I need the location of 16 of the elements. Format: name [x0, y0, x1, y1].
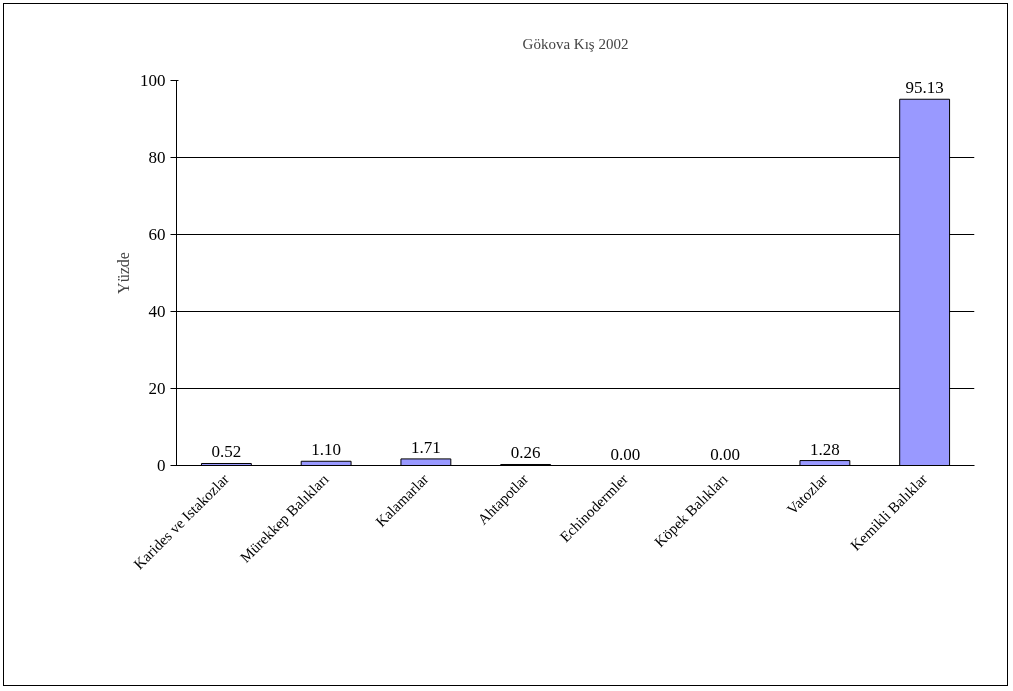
data-label: 0.00 — [610, 444, 641, 464]
y-tick-label: 40 — [148, 302, 166, 321]
data-label: 0.26 — [510, 443, 541, 463]
data-label: 1.10 — [311, 440, 341, 460]
y-tick-label: 60 — [148, 225, 166, 244]
y-tick-label: 20 — [148, 379, 166, 398]
data-label: 0.52 — [211, 442, 242, 462]
data-label: 95.13 — [905, 78, 944, 98]
data-label: 0.00 — [710, 444, 740, 464]
data-label: 1.28 — [810, 439, 840, 459]
chart-title: Gökova Kış 2002 — [522, 35, 629, 52]
y-tick-label: 0 — [157, 456, 166, 475]
y-tick-label: 100 — [140, 71, 166, 90]
data-label: 1.71 — [411, 437, 441, 457]
y-tick-label: 80 — [148, 148, 166, 167]
y-axis-title: Yüzde — [115, 252, 132, 294]
